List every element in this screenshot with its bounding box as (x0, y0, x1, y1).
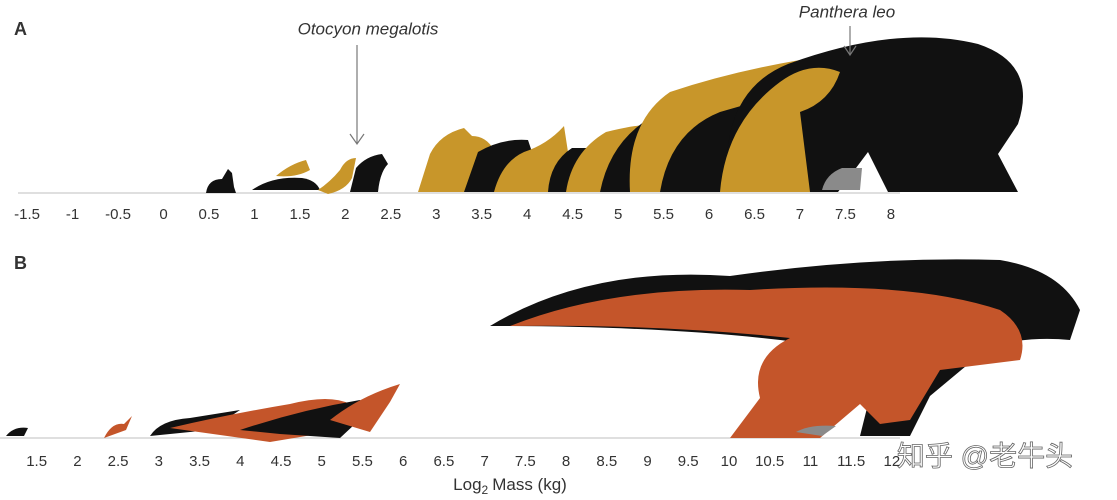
x-tick-label: 3.5 (471, 206, 492, 223)
x-tick-label: 2.5 (108, 453, 129, 470)
x-tick-label: 4 (236, 453, 244, 470)
x-tick-label: 4.5 (271, 453, 292, 470)
panel-label: A (14, 19, 27, 39)
x-tick-label: 2 (341, 206, 349, 223)
x-tick-label: 4.5 (562, 206, 583, 223)
x-tick-label: 7 (796, 206, 804, 223)
x-tick-label: 10 (721, 453, 738, 470)
x-tick-label: 9.5 (678, 453, 699, 470)
x-tick-label: 7 (480, 453, 488, 470)
x-tick-label: 3 (432, 206, 440, 223)
x-tick-label: 0.5 (199, 206, 220, 223)
x-tick-label: 7.5 (835, 206, 856, 223)
panel-a-silhouettes (206, 37, 1023, 194)
x-tick-label: 1 (250, 206, 258, 223)
x-tick-label: 6.5 (744, 206, 765, 223)
x-tick-label: -1.5 (14, 206, 40, 223)
x-tick-label: 3 (155, 453, 163, 470)
x-axis-label-main: Log (453, 475, 481, 494)
annotation-arrowhead (349, 133, 365, 146)
x-tick-label: 8.5 (596, 453, 617, 470)
x-tick-label: 5.5 (352, 453, 373, 470)
x-tick-label: -1 (66, 206, 79, 223)
annotation-arrowhead (843, 45, 857, 57)
watermark: 知乎 @老牛头 (897, 440, 1073, 471)
x-tick-label: -0.5 (105, 206, 131, 223)
panel-b-silhouettes (6, 259, 1080, 442)
x-tick-label: 2.5 (380, 206, 401, 223)
x-axis-label-sub: 2 (482, 483, 489, 497)
x-tick-label: 8 (887, 206, 895, 223)
x-tick-label: 5 (318, 453, 326, 470)
x-tick-label: 12 (884, 453, 901, 470)
x-tick-label: 5.5 (653, 206, 674, 223)
x-tick-label: 6 (705, 206, 713, 223)
x-axis-label-rest: Mass (kg) (492, 475, 567, 494)
x-tick-label: 9 (643, 453, 651, 470)
x-tick-label: 11 (803, 453, 819, 470)
x-tick-label: 0 (159, 206, 167, 223)
x-tick-label: 11.5 (837, 453, 865, 470)
x-tick-label: 6 (399, 453, 407, 470)
x-axis-label: Log2 Mass (kg) (453, 475, 567, 497)
x-tick-label: 5 (614, 206, 622, 223)
x-tick-label: 1.5 (26, 453, 47, 470)
x-tick-label: 8 (562, 453, 570, 470)
x-tick-label: 7.5 (515, 453, 536, 470)
annotation: Panthera leo (799, 2, 895, 21)
x-tick-label: 4 (523, 206, 531, 223)
x-tick-label: 3.5 (189, 453, 210, 470)
annotation: Otocyon megalotis (298, 19, 439, 38)
x-tick-label: 2 (73, 453, 81, 470)
panel-label: B (14, 253, 27, 273)
x-tick-label: 1.5 (289, 206, 310, 223)
x-tick-label: 6.5 (433, 453, 454, 470)
x-tick-label: 10.5 (755, 453, 784, 470)
